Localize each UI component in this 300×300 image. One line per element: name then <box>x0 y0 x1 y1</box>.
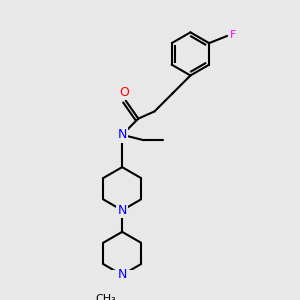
Text: N: N <box>118 204 127 217</box>
Text: F: F <box>230 30 237 40</box>
Text: N: N <box>118 268 127 281</box>
Text: O: O <box>119 86 129 99</box>
Text: CH₃: CH₃ <box>96 294 116 300</box>
Text: N: N <box>118 128 127 141</box>
